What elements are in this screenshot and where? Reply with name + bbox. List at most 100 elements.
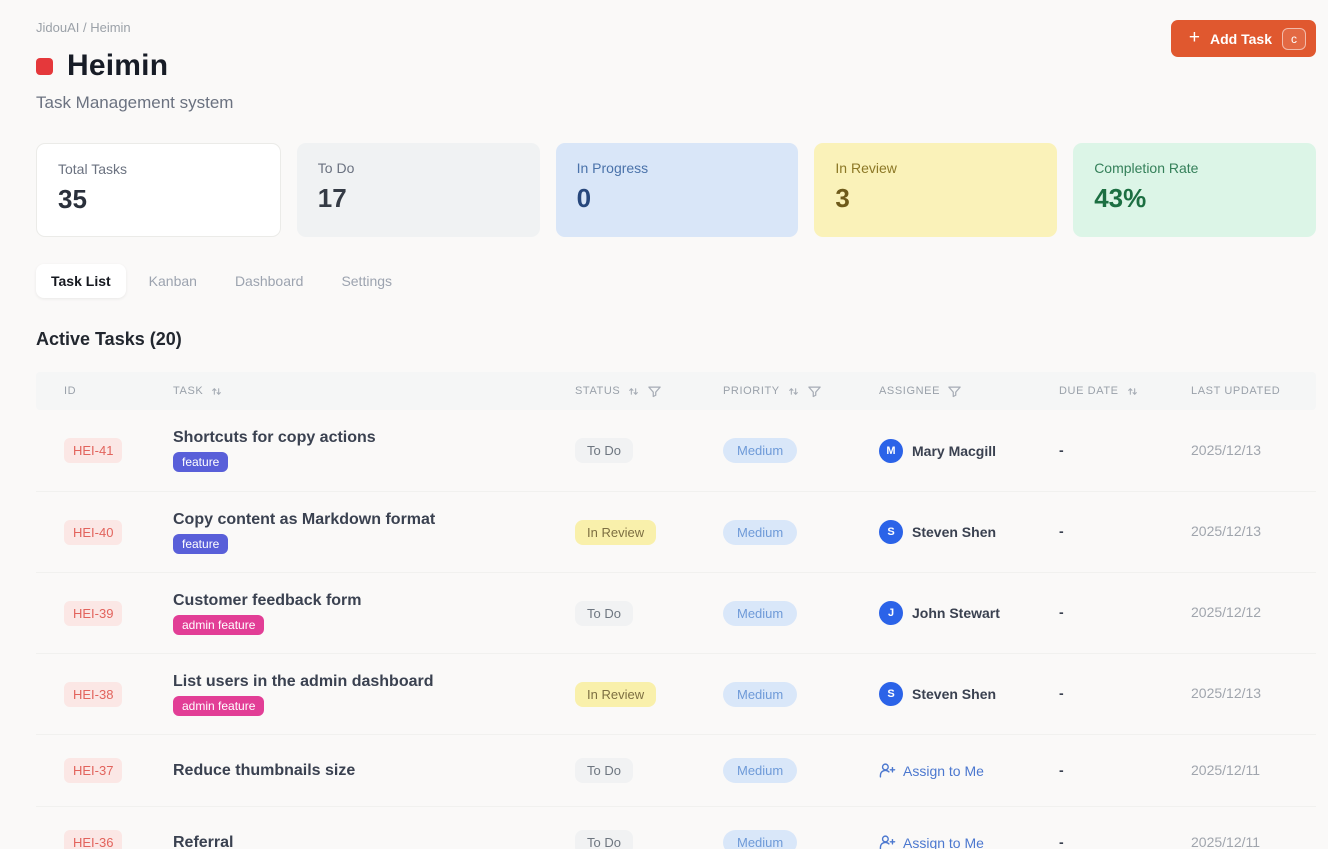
title-row: Heimin xyxy=(36,49,1316,83)
status-badge: To Do xyxy=(575,438,633,463)
table-row[interactable]: HEI-36 Referral To Do Medium Assign to M… xyxy=(36,806,1316,849)
priority-badge: Medium xyxy=(723,600,798,626)
priority-badge: Medium xyxy=(723,758,798,783)
stat-value: 0 xyxy=(576,183,592,213)
tab-bar: Task List Kanban Dashboard Settings xyxy=(36,264,1316,298)
task-id-badge: HEI-40 xyxy=(64,519,123,545)
assignee-chip: S Steven Shen xyxy=(879,682,1059,706)
stat-label: In Review xyxy=(835,160,897,176)
stats-row: Total Tasks 35 To Do 17 In Progress 0 In… xyxy=(36,143,1316,237)
assign-to-me-label: Assign to Me xyxy=(903,762,984,779)
assignee-name: Steven Shen xyxy=(912,524,997,540)
due-date-value: - xyxy=(1059,441,1064,458)
tab-kanban[interactable]: Kanban xyxy=(148,273,197,289)
table-header: ID Task Status Priority xyxy=(36,372,1316,410)
assignee-name: John Stewart xyxy=(912,605,1000,621)
avatar: S xyxy=(879,682,903,706)
column-header-assignee: Assignee xyxy=(879,384,1059,399)
assignee-chip: M Mary Macgill xyxy=(879,438,1059,463)
status-badge: To Do xyxy=(575,758,633,783)
task-id-badge: HEI-36 xyxy=(64,830,123,849)
stat-value: 3 xyxy=(835,183,850,213)
sort-icon[interactable] xyxy=(210,385,223,398)
tab-settings[interactable]: Settings xyxy=(341,273,393,289)
status-badge: In Review xyxy=(575,519,657,545)
last-updated-value: 2025/12/13 xyxy=(1191,441,1262,458)
assignee-chip: S Steven Shen xyxy=(879,520,1059,544)
status-badge: To Do xyxy=(575,600,633,626)
stat-label: In Progress xyxy=(576,160,649,176)
column-header-due-date: Due Date xyxy=(1059,385,1191,398)
due-date-value: - xyxy=(1059,833,1064,849)
column-header-id: ID xyxy=(64,385,77,397)
last-updated-value: 2025/12/12 xyxy=(1191,604,1262,620)
sort-icon[interactable] xyxy=(787,385,800,398)
filter-icon[interactable] xyxy=(807,384,822,399)
avatar: J xyxy=(879,601,903,625)
assign-to-me-button[interactable]: Assign to Me xyxy=(879,834,984,849)
table-row[interactable]: HEI-41 Shortcuts for copy actions featur… xyxy=(36,410,1316,491)
task-tag: admin feature xyxy=(173,695,265,716)
column-header-task: Task xyxy=(173,385,575,398)
assignee-name: Mary Macgill xyxy=(912,442,997,459)
priority-badge: Medium xyxy=(723,519,798,545)
last-updated-value: 2025/12/11 xyxy=(1191,761,1261,778)
person-plus-icon xyxy=(879,762,896,779)
stat-label: Completion Rate xyxy=(1094,160,1199,176)
table-row[interactable]: HEI-38 List users in the admin dashboard… xyxy=(36,653,1316,734)
stat-card-total-tasks: Total Tasks 35 xyxy=(36,143,281,237)
filter-icon[interactable] xyxy=(647,384,662,399)
stat-value: 43% xyxy=(1094,183,1147,213)
column-header-last-updated: Last Updated xyxy=(1191,385,1281,397)
sort-icon[interactable] xyxy=(1126,385,1139,398)
tab-dashboard[interactable]: Dashboard xyxy=(234,273,304,289)
stat-label: To Do xyxy=(317,160,355,176)
avatar: S xyxy=(879,520,903,544)
stat-value: 17 xyxy=(317,183,347,213)
last-updated-value: 2025/12/13 xyxy=(1191,523,1262,539)
add-task-label: Add Task xyxy=(1210,30,1272,47)
task-id-badge: HEI-41 xyxy=(64,438,123,463)
person-plus-icon xyxy=(879,834,896,849)
avatar: M xyxy=(879,438,903,463)
task-tag: admin feature xyxy=(173,614,265,635)
task-title[interactable]: Reduce thumbnails size xyxy=(173,761,356,779)
status-badge: To Do xyxy=(575,830,633,849)
sort-icon[interactable] xyxy=(627,385,640,398)
table-row[interactable]: HEI-37 Reduce thumbnails size To Do Medi… xyxy=(36,734,1316,806)
task-title[interactable]: Shortcuts for copy actions xyxy=(173,429,376,446)
task-id-badge: HEI-39 xyxy=(64,600,123,626)
task-tag: feature xyxy=(173,533,229,554)
task-title[interactable]: List users in the admin dashboard xyxy=(173,672,434,690)
priority-badge: Medium xyxy=(723,438,798,463)
due-date-value: - xyxy=(1059,523,1064,539)
column-header-priority: Priority xyxy=(723,384,879,399)
assign-to-me-button[interactable]: Assign to Me xyxy=(879,762,984,779)
task-title[interactable]: Referral xyxy=(173,833,234,849)
priority-badge: Medium xyxy=(723,830,798,849)
priority-badge: Medium xyxy=(723,681,798,707)
page-title: Heimin xyxy=(67,49,169,82)
due-date-value: - xyxy=(1059,761,1064,778)
stat-card-to-do: To Do 17 xyxy=(296,143,540,237)
project-color-square xyxy=(36,57,53,75)
page-subtitle: Task Management system xyxy=(36,93,234,112)
stat-card-in-progress: In Progress 0 xyxy=(555,143,799,237)
filter-icon[interactable] xyxy=(947,384,962,399)
due-date-value: - xyxy=(1059,604,1064,620)
assignee-chip: J John Stewart xyxy=(879,601,1059,625)
stat-label: Total Tasks xyxy=(58,161,127,177)
assignee-name: Steven Shen xyxy=(912,686,997,702)
add-task-button[interactable]: + Add Task c xyxy=(1170,20,1316,57)
stat-card-in-review: In Review 3 xyxy=(814,143,1058,237)
table-row[interactable]: HEI-39 Customer feedback form admin feat… xyxy=(36,572,1316,653)
last-updated-value: 2025/12/11 xyxy=(1191,833,1261,849)
task-title[interactable]: Customer feedback form xyxy=(173,591,362,609)
breadcrumb[interactable]: JidouAI / Heimin xyxy=(36,20,131,35)
table-row[interactable]: HEI-40 Copy content as Markdown format f… xyxy=(36,491,1316,572)
task-title[interactable]: Copy content as Markdown format xyxy=(173,510,436,528)
column-header-status: Status xyxy=(575,384,723,399)
plus-icon: + xyxy=(1188,27,1201,48)
task-table-body: HEI-41 Shortcuts for copy actions featur… xyxy=(36,410,1316,849)
tab-task-list[interactable]: Task List xyxy=(36,264,126,298)
